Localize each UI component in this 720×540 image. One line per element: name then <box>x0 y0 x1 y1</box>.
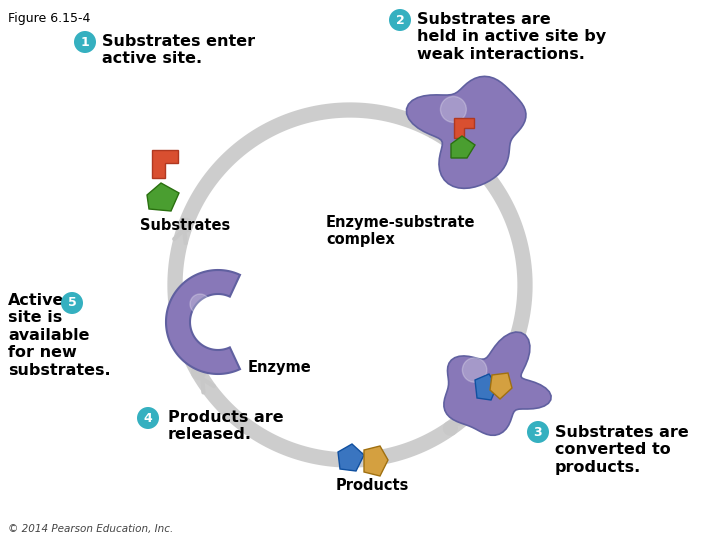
Text: Figure 6.15-4: Figure 6.15-4 <box>8 12 91 25</box>
Text: © 2014 Pearson Education, Inc.: © 2014 Pearson Education, Inc. <box>8 524 174 534</box>
Polygon shape <box>451 136 475 158</box>
Circle shape <box>441 97 467 123</box>
Circle shape <box>61 292 83 314</box>
Text: Substrates enter
active site.: Substrates enter active site. <box>102 34 255 66</box>
Text: Active
site is
available
for new
substrates.: Active site is available for new substra… <box>8 293 111 377</box>
Text: Products are
released.: Products are released. <box>168 410 284 442</box>
Polygon shape <box>475 374 497 400</box>
Circle shape <box>389 9 411 31</box>
Polygon shape <box>152 150 178 178</box>
Circle shape <box>137 407 159 429</box>
Text: 1: 1 <box>81 36 89 49</box>
Polygon shape <box>364 446 388 476</box>
Text: 4: 4 <box>143 411 153 424</box>
Text: Substrates are
converted to
products.: Substrates are converted to products. <box>555 425 689 475</box>
Circle shape <box>74 31 96 53</box>
Polygon shape <box>454 118 474 138</box>
Polygon shape <box>338 444 364 471</box>
Text: Enzyme: Enzyme <box>248 360 312 375</box>
Polygon shape <box>444 332 551 435</box>
Text: Enzyme-substrate
complex: Enzyme-substrate complex <box>326 215 475 247</box>
Text: Substrates are
held in active site by
weak interactions.: Substrates are held in active site by we… <box>417 12 606 62</box>
Polygon shape <box>166 270 240 374</box>
Text: Products: Products <box>336 478 410 493</box>
Text: 2: 2 <box>395 14 405 26</box>
Circle shape <box>190 294 210 314</box>
Text: 5: 5 <box>68 296 76 309</box>
Polygon shape <box>407 76 526 188</box>
Circle shape <box>527 421 549 443</box>
Text: Substrates: Substrates <box>140 218 230 233</box>
Polygon shape <box>490 373 512 399</box>
Circle shape <box>462 358 487 382</box>
Text: 3: 3 <box>534 426 542 438</box>
Polygon shape <box>147 183 179 211</box>
